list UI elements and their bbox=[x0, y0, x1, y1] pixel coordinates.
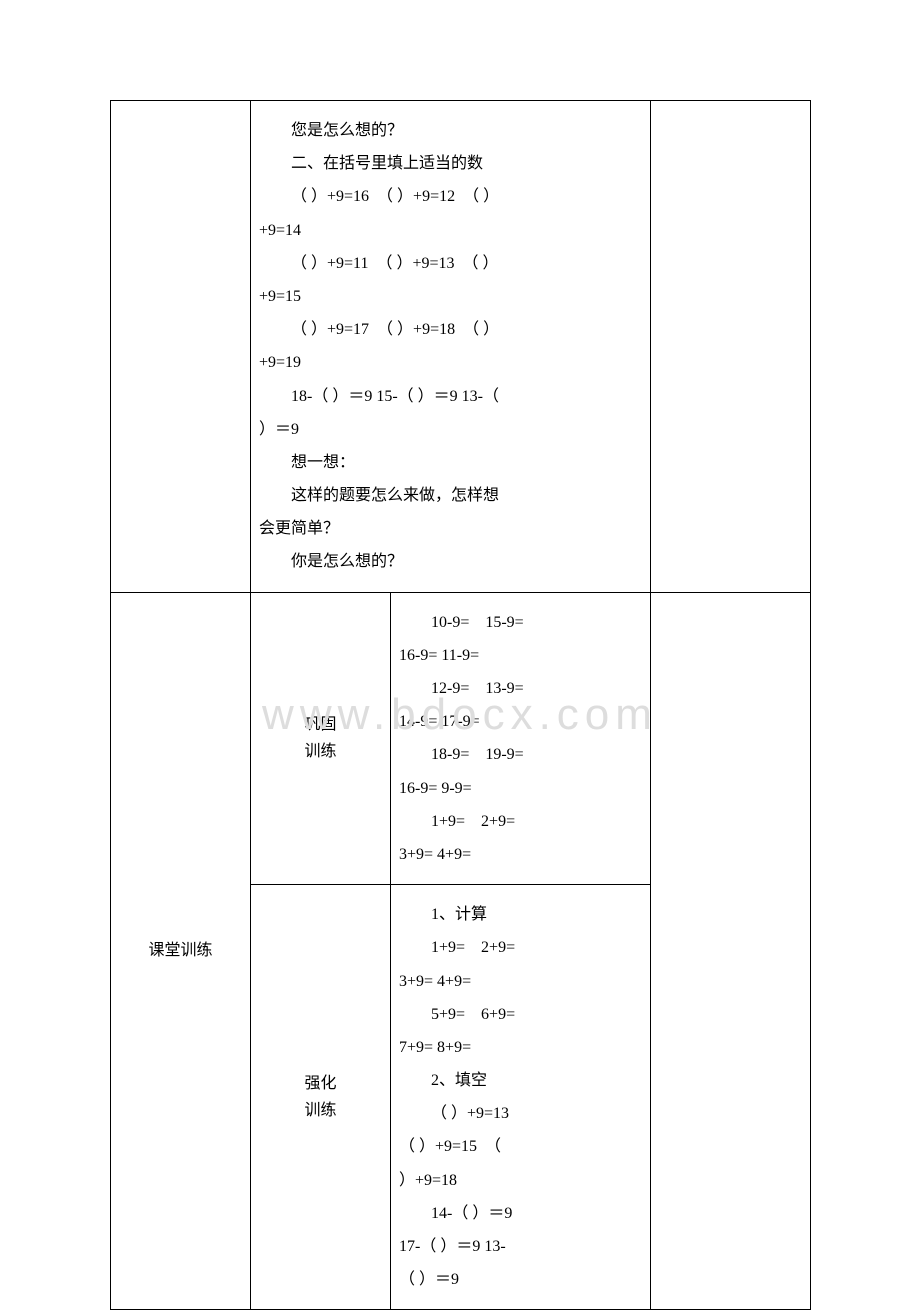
text: （ ）+9=15 （ bbox=[399, 1138, 501, 1155]
table-row: 课堂训练 巩固 训练 10-9= 15-9= 16-9= 11-9= 12-9=… bbox=[111, 592, 811, 885]
para: （ ）+9=16 （ ）+9=12 （ ） bbox=[259, 183, 642, 210]
para: ）＝9 bbox=[259, 416, 642, 443]
para: 7+9= 8+9= bbox=[399, 1034, 642, 1061]
para: 12-9= 13-9= bbox=[399, 675, 642, 702]
para: （ ）+9=17 （ ）+9=18 （ ） bbox=[259, 316, 642, 343]
para: 想一想： bbox=[259, 449, 642, 476]
text: 16-9= 11-9= bbox=[399, 647, 479, 664]
text: 12-9= 13-9= bbox=[431, 680, 524, 697]
empty-cell bbox=[651, 101, 811, 593]
text: 会更简单？ bbox=[259, 520, 339, 537]
para: +9=19 bbox=[259, 349, 642, 376]
text: （ ）+9=11 （ ）+9=13 （ ） bbox=[291, 255, 499, 272]
row-label-cell: 强化 训练 bbox=[251, 885, 391, 1310]
text: 14-（ ）＝9 bbox=[431, 1205, 512, 1222]
para: （ ）+9=11 （ ）+9=13 （ ） bbox=[259, 250, 642, 277]
row-label-line: 训练 bbox=[259, 738, 382, 765]
para: 18-（ ）＝9 15-（ ）＝9 13-（ bbox=[259, 383, 642, 410]
text: 18-（ ）＝9 15-（ ）＝9 13-（ bbox=[291, 388, 499, 405]
para: 3+9= 4+9= bbox=[399, 968, 642, 995]
text: 14-9= 17-9= bbox=[399, 713, 480, 730]
text: 10-9= 15-9= bbox=[431, 614, 524, 631]
row-content-cell: 1、计算 1+9= 2+9= 3+9= 4+9= 5+9= 6+9= 7+9= … bbox=[391, 885, 651, 1310]
para: 14-9= 17-9= bbox=[399, 708, 642, 735]
para: 二、在括号里填上适当的数 bbox=[259, 150, 642, 177]
para: 1+9= 2+9= bbox=[399, 934, 642, 961]
text: （ ）＝9 bbox=[399, 1271, 459, 1288]
para: 16-9= 9-9= bbox=[399, 775, 642, 802]
text: 3+9= 4+9= bbox=[399, 973, 471, 990]
text: 18-9= 19-9= bbox=[431, 746, 524, 763]
section-label-cell: 课堂训练 bbox=[111, 592, 251, 1310]
text: 3+9= 4+9= bbox=[399, 846, 471, 863]
para: 10-9= 15-9= bbox=[399, 609, 642, 636]
text: （ ）+9=17 （ ）+9=18 （ ） bbox=[291, 321, 499, 338]
text: 1+9= 2+9= bbox=[431, 813, 515, 830]
lesson-table: 您是怎么想的？ 二、在括号里填上适当的数 （ ）+9=16 （ ）+9=12 （… bbox=[110, 100, 811, 1310]
para: （ ）＝9 bbox=[399, 1266, 642, 1293]
para: 16-9= 11-9= bbox=[399, 642, 642, 669]
para: +9=15 bbox=[259, 283, 642, 310]
para: 你是怎么想的？ bbox=[259, 548, 642, 575]
text: 1+9= 2+9= bbox=[431, 939, 515, 956]
text: 17-（ ）＝9 13- bbox=[399, 1238, 506, 1255]
text: 5+9= 6+9= bbox=[431, 1006, 515, 1023]
text: （ ）+9=16 （ ）+9=12 （ ） bbox=[291, 188, 499, 205]
para: 5+9= 6+9= bbox=[399, 1001, 642, 1028]
text: +9=19 bbox=[259, 354, 301, 371]
text: +9=15 bbox=[259, 288, 301, 305]
para: 这样的题要怎么来做，怎样想 bbox=[259, 482, 642, 509]
para: 14-（ ）＝9 bbox=[399, 1200, 642, 1227]
para: 17-（ ）＝9 13- bbox=[399, 1233, 642, 1260]
top-content-cell: 您是怎么想的？ 二、在括号里填上适当的数 （ ）+9=16 （ ）+9=12 （… bbox=[251, 101, 651, 593]
row-label-line: 训练 bbox=[259, 1097, 382, 1124]
text: 7+9= 8+9= bbox=[399, 1039, 471, 1056]
row-content-cell: 10-9= 15-9= 16-9= 11-9= 12-9= 13-9= 14-9… bbox=[391, 592, 651, 885]
row-label-line: 巩固 bbox=[259, 711, 382, 738]
section-label: 课堂训练 bbox=[119, 937, 242, 964]
para: 3+9= 4+9= bbox=[399, 841, 642, 868]
para: +9=14 bbox=[259, 217, 642, 244]
page: www.bdocx.com 您是怎么想的？ 二、在括号里填上适当的数 （ ）+9… bbox=[0, 0, 920, 1302]
row-label-cell: 巩固 训练 bbox=[251, 592, 391, 885]
text: ）+9=18 bbox=[399, 1172, 457, 1189]
text: +9=14 bbox=[259, 222, 301, 239]
para: 1、计算 bbox=[399, 901, 642, 928]
text: 这样的题要怎么来做，怎样想 bbox=[291, 487, 499, 504]
text: 16-9= 9-9= bbox=[399, 780, 472, 797]
para: （ ）+9=15 （ bbox=[399, 1133, 642, 1160]
table-row: 您是怎么想的？ 二、在括号里填上适当的数 （ ）+9=16 （ ）+9=12 （… bbox=[111, 101, 811, 593]
para: （ ）+9=13 bbox=[399, 1100, 642, 1127]
empty-cell bbox=[651, 592, 811, 1310]
para: 您是怎么想的？ bbox=[259, 117, 642, 144]
para: 18-9= 19-9= bbox=[399, 741, 642, 768]
para: 会更简单？ bbox=[259, 515, 642, 542]
text: ）＝9 bbox=[259, 421, 299, 438]
para: ）+9=18 bbox=[399, 1167, 642, 1194]
row-label-line: 强化 bbox=[259, 1070, 382, 1097]
para: 1+9= 2+9= bbox=[399, 808, 642, 835]
empty-cell bbox=[111, 101, 251, 593]
text: （ ）+9=13 bbox=[431, 1105, 509, 1122]
para: 2、填空 bbox=[399, 1067, 642, 1094]
